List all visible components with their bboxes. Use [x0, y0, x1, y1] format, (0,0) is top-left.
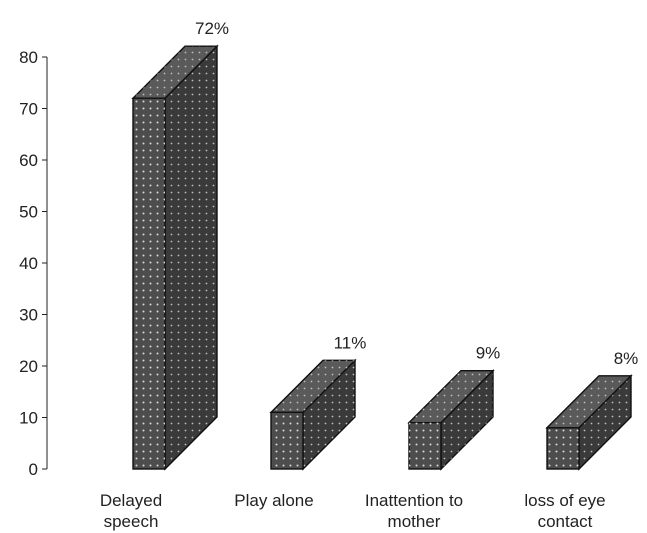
bar-side-texture: [303, 360, 355, 469]
y-tick-label: 30: [19, 306, 38, 325]
x-category-label-line: loss of eye: [524, 491, 605, 510]
bar-top-texture: [271, 360, 355, 413]
y-tick-label: 50: [19, 203, 38, 222]
x-category-label-line: mother: [388, 512, 441, 531]
bar-top-texture: [133, 46, 217, 99]
bar-front-texture: [547, 427, 579, 469]
x-category-label: Inattention to mother: [365, 491, 463, 531]
y-tick-label: 60: [19, 151, 38, 170]
data-label: 11%: [334, 333, 367, 352]
y-tick-label: 40: [19, 254, 38, 273]
y-tick-label: 0: [29, 460, 38, 479]
x-category-label-line: Delayed: [100, 491, 162, 510]
data-label: 8%: [614, 349, 639, 368]
y-tick-label: 20: [19, 357, 38, 376]
x-category-label: loss of eye contact: [524, 491, 605, 531]
category-labels: Delayed speech Play alone Inattention to mot…: [100, 491, 606, 531]
y-axis: 0 10 20 30 40 50 60 70 80: [19, 48, 48, 479]
x-category-label-line: Play alone: [234, 491, 313, 510]
x-category-label-line: contact: [538, 512, 593, 531]
bar-front-texture: [133, 98, 165, 469]
data-label: 72%: [195, 19, 229, 38]
y-tick-label: 70: [19, 100, 38, 119]
bar-side-texture: [441, 370, 493, 469]
bar: 8%: [545, 349, 639, 471]
x-category-label-line: Inattention to: [365, 491, 463, 510]
bar-side-texture: [579, 375, 631, 469]
bar-front-texture: [409, 422, 441, 469]
bar: 9%: [407, 344, 501, 471]
y-tick-label: 10: [19, 409, 38, 428]
bar: 11%: [269, 333, 367, 471]
data-label: 9%: [476, 344, 501, 363]
bar-top-texture: [547, 375, 631, 428]
y-tick-label: 80: [19, 48, 38, 67]
bar-front-texture: [271, 412, 303, 469]
x-category-label: Delayed speech: [100, 491, 162, 531]
bar: 72%: [131, 19, 229, 471]
bars: 72% 11% 9% 8%: [131, 19, 639, 471]
x-category-label: Play alone: [234, 491, 313, 510]
bar-side-texture: [165, 46, 217, 469]
bar-top-texture: [409, 370, 493, 423]
x-category-label-line: speech: [104, 512, 159, 531]
